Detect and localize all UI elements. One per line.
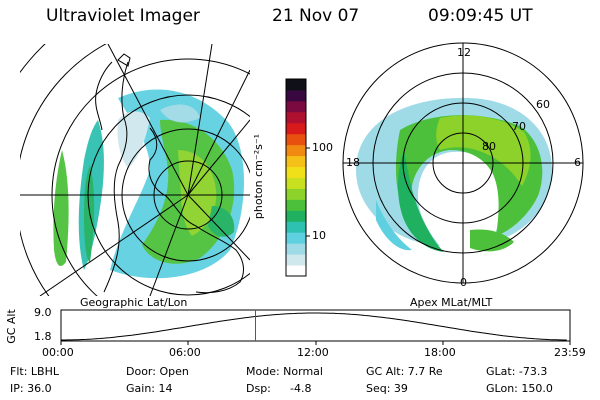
orbit-xtick-1200: 12:00 [297, 346, 329, 359]
orbit-plot-frame [60, 309, 571, 342]
polar-mlt-lines [343, 43, 583, 283]
colorbar-tick-10: 10 [312, 229, 326, 242]
time-label: 09:09:45 UT [428, 6, 533, 26]
colorbar-tick-100: 100 [312, 141, 333, 154]
mlat-label-80: 80 [482, 140, 496, 153]
colorbar-band [286, 122, 306, 135]
status-door: Door: Open [126, 365, 189, 378]
colorbar-band [286, 199, 306, 211]
mlt-label-18: 18 [346, 156, 360, 169]
instrument-title: Ultraviolet Imager [46, 6, 200, 26]
colorbar-band [286, 111, 306, 124]
status-dsp-label: Dsp: [246, 382, 271, 395]
mlt-label-12: 12 [457, 46, 471, 59]
mlat-label-60: 60 [536, 98, 550, 111]
status-ip: IP: 36.0 [10, 382, 52, 395]
orbit-xtick-2359: 23:59 [554, 346, 586, 359]
orbit-xtick-1800: 18:00 [424, 346, 456, 359]
colorbar-band [286, 188, 306, 200]
colorbar-band [286, 89, 306, 102]
colorbar-unit-label: photon cm⁻²s⁻¹ [252, 133, 266, 220]
colorbar-band [286, 155, 306, 168]
colorbar-band [286, 100, 306, 113]
colorbar-band [286, 232, 306, 244]
colorbar-ticks [306, 147, 310, 237]
geo-coastline [95, 53, 244, 294]
orbit-altitude-curve [61, 312, 567, 341]
mlt-label-6: 6 [574, 156, 581, 169]
colorbar [286, 79, 306, 277]
orbit-x-ticks [60, 341, 571, 345]
colorbar-band [286, 265, 306, 277]
colorbar-band [286, 177, 306, 189]
date-label: 21 Nov 07 [272, 6, 360, 26]
status-flt: Flt: LBHL [10, 365, 59, 378]
colorbar-band [286, 254, 306, 266]
status-seq: Seq: 39 [366, 382, 408, 395]
status-dsp-value: -4.8 [290, 382, 312, 395]
polar-map-caption: Apex MLat/MLT [410, 296, 493, 309]
status-glat: GLat: -73.3 [486, 365, 548, 378]
status-mode: Mode: Normal [246, 365, 323, 378]
status-gain: Gain: 14 [126, 382, 173, 395]
mlt-label-0: 0 [460, 276, 467, 289]
orbit-plot [60, 309, 571, 345]
colorbar-band [286, 243, 306, 255]
orbit-ylabel: GC Alt [4, 309, 18, 344]
colorbar-band [286, 221, 306, 233]
colorbar-frame [285, 78, 307, 277]
orbit-xtick-0000: 00:00 [42, 346, 74, 359]
orbit-xtick-0600: 06:00 [169, 346, 201, 359]
geo-lon-lines [20, 44, 250, 296]
polar-map [342, 42, 584, 284]
status-gc-alt: GC Alt: 7.7 Re [366, 365, 443, 378]
orbit-ymin: 1.8 [34, 330, 52, 343]
colorbar-band [286, 210, 306, 222]
colorbar-band [286, 144, 306, 157]
geo-map-caption: Geographic Lat/Lon [80, 296, 188, 309]
mlat-label-70: 70 [512, 120, 526, 133]
geo-aurora-emission [53, 89, 244, 279]
colorbar-band [286, 79, 306, 91]
orbit-ymax: 9.0 [34, 306, 52, 319]
geographic-map [20, 44, 250, 296]
status-glon: GLon: 150.0 [486, 382, 553, 395]
colorbar-band [286, 133, 306, 146]
colorbar-band [286, 166, 306, 178]
